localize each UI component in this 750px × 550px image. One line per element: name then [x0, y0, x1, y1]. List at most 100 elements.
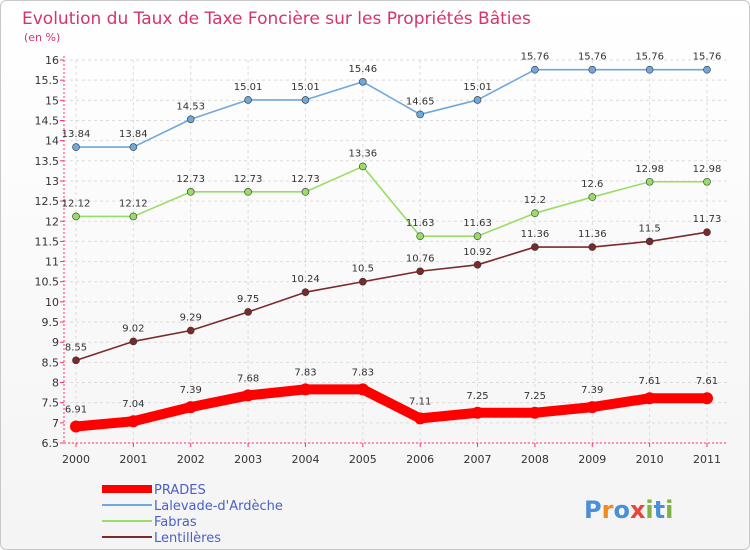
data-label: 11.36: [521, 229, 550, 240]
logo-letter: o: [613, 496, 630, 524]
data-point: [72, 356, 80, 365]
data-point: [531, 65, 539, 74]
data-label: 11.73: [693, 214, 722, 225]
data-label: 15.01: [234, 82, 263, 93]
data-label: 10.76: [406, 253, 435, 264]
data-label: 15.76: [693, 52, 722, 63]
data-label: 15.01: [463, 82, 492, 93]
y-tick-label: 7: [52, 417, 59, 430]
data-point: [703, 65, 711, 74]
data-point: [473, 261, 482, 269]
data-label: 13.36: [348, 148, 377, 159]
legend-label-3: Lentillères: [154, 531, 221, 546]
x-tick-label: 2000: [62, 453, 90, 466]
data-point: [588, 243, 597, 251]
data-point: [186, 188, 195, 196]
legend: PRADESLalevade-d'ArdècheFabrasLentillère…: [102, 483, 283, 546]
data-label: 7.68: [237, 373, 259, 384]
data-label: 10.24: [291, 274, 320, 285]
y-tick-label: 12.5: [35, 195, 60, 208]
data-point: [416, 267, 424, 276]
x-tick-label: 2011: [693, 453, 721, 466]
legend-label-0: PRADES: [154, 483, 206, 498]
logo-text: Proxiti: [584, 496, 673, 524]
x-tick-label: 2004: [291, 453, 319, 466]
chart-subtitle: (en %): [24, 31, 60, 44]
data-point: [701, 392, 713, 405]
y-tick-label: 6.5: [42, 437, 60, 450]
data-point: [129, 212, 138, 221]
proxiti-logo: Proxiti: [584, 496, 673, 524]
data-label: 9.75: [237, 294, 259, 305]
data-label: 11.5: [639, 223, 661, 234]
data-label: 7.25: [524, 391, 546, 402]
logo-letter: t: [654, 496, 665, 524]
x-tick-label: 2002: [177, 453, 205, 466]
data-label: 12.73: [291, 174, 320, 185]
data-label: 7.83: [294, 367, 316, 378]
data-point: [531, 209, 539, 217]
data-point: [72, 143, 80, 151]
data-point: [643, 392, 656, 405]
logo-letter: P: [584, 496, 602, 524]
grid: [64, 59, 728, 444]
data-point: [588, 65, 597, 74]
data-label: 14.65: [406, 96, 435, 107]
x-tick-label: 2005: [349, 453, 377, 466]
data-label: 7.25: [466, 391, 488, 402]
logo-letter: i: [645, 496, 653, 524]
data-point: [473, 232, 482, 240]
logo-letter: r: [602, 496, 614, 524]
data-point: [129, 337, 138, 346]
data-point: [645, 65, 654, 74]
y-tick-label: 7.5: [42, 397, 60, 410]
logo-letter: i: [665, 496, 673, 524]
data-point: [586, 401, 599, 414]
data-label: 15.01: [291, 82, 320, 93]
y-tick-label: 15: [45, 94, 59, 107]
data-point: [129, 143, 138, 151]
x-tick-label: 2007: [464, 453, 492, 466]
data-label: 13.84: [119, 129, 148, 140]
y-tick-label: 16: [45, 54, 59, 67]
data-label: 12.98: [693, 164, 722, 175]
y-tick-label: 9: [52, 336, 59, 349]
axes: 6.5 7 7.5 8 8.5 9 9.5 10 10.5 11 11.5 12 12.5 13 13.5 1…: [35, 54, 728, 466]
data-point: [416, 110, 424, 119]
data-point: [645, 237, 654, 246]
y-tick-label: 9.5: [42, 316, 60, 329]
data-point: [588, 193, 597, 201]
series-line-0: [71, 384, 712, 432]
data-point: [531, 243, 539, 251]
data-label: 12.73: [234, 174, 263, 185]
data-point: [186, 115, 195, 124]
data-label: 8.55: [65, 342, 87, 353]
data-label: 15.46: [348, 64, 377, 75]
y-tick-label: 8: [52, 377, 59, 390]
x-tick-label: 2008: [521, 453, 549, 466]
data-point: [359, 277, 367, 286]
legend-label-1: Lalevade-d'Ardèche: [154, 499, 283, 514]
y-tick-label: 14: [45, 135, 59, 148]
data-point: [70, 420, 82, 433]
data-label: 10.5: [352, 264, 374, 275]
data-label: 6.91: [65, 404, 87, 415]
data-label: 7.61: [639, 376, 661, 387]
x-tick-label: 2001: [119, 453, 147, 466]
data-label: 15.76: [521, 52, 550, 63]
logo-letter: x: [630, 496, 646, 524]
data-label: 12.98: [635, 164, 664, 175]
data-label: 15.76: [635, 52, 664, 63]
data-point: [359, 77, 367, 86]
series-line-1: [75, 68, 708, 148]
data-point: [356, 383, 369, 396]
data-point: [703, 228, 711, 236]
data-label: 11.36: [578, 229, 607, 240]
data-point: [242, 389, 255, 402]
data-label: 14.53: [176, 101, 205, 112]
data-point: [301, 188, 310, 196]
data-point: [471, 406, 484, 419]
data-point: [244, 188, 252, 196]
data-point: [301, 96, 310, 104]
